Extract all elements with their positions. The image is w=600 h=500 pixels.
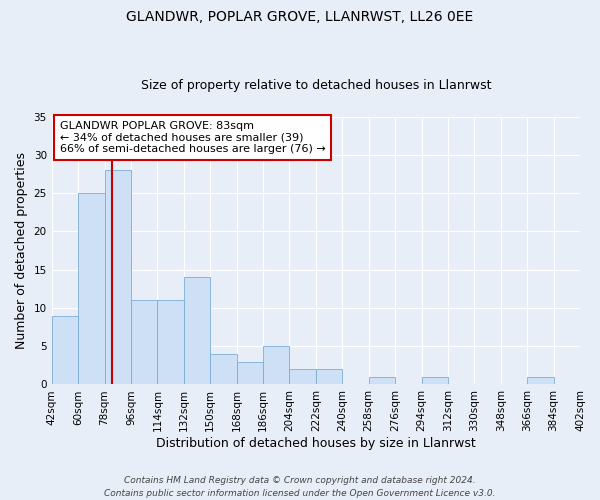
Y-axis label: Number of detached properties: Number of detached properties	[15, 152, 28, 349]
Bar	[527, 377, 554, 384]
Bar	[236, 362, 263, 384]
X-axis label: Distribution of detached houses by size in Llanrwst: Distribution of detached houses by size …	[156, 437, 476, 450]
Bar	[131, 300, 157, 384]
Text: GLANDWR POPLAR GROVE: 83sqm
← 34% of detached houses are smaller (39)
66% of sem: GLANDWR POPLAR GROVE: 83sqm ← 34% of det…	[59, 121, 325, 154]
Bar	[289, 369, 316, 384]
Title: Size of property relative to detached houses in Llanrwst: Size of property relative to detached ho…	[140, 79, 491, 92]
Text: Contains HM Land Registry data © Crown copyright and database right 2024.
Contai: Contains HM Land Registry data © Crown c…	[104, 476, 496, 498]
Bar	[157, 300, 184, 384]
Bar	[78, 194, 104, 384]
Bar	[104, 170, 131, 384]
Bar	[263, 346, 289, 385]
Bar	[184, 278, 210, 384]
Bar	[421, 377, 448, 384]
Bar	[210, 354, 236, 384]
Bar	[316, 369, 342, 384]
Bar	[52, 316, 78, 384]
Text: GLANDWR, POPLAR GROVE, LLANRWST, LL26 0EE: GLANDWR, POPLAR GROVE, LLANRWST, LL26 0E…	[127, 10, 473, 24]
Bar	[368, 377, 395, 384]
